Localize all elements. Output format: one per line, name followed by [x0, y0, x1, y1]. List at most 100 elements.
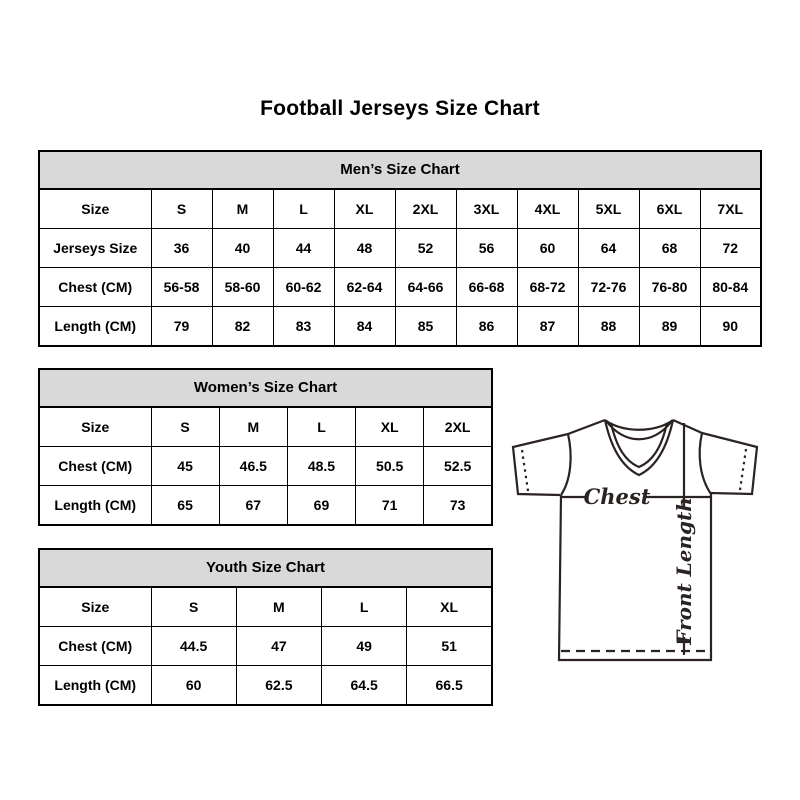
- value-cell: 40: [211, 228, 274, 268]
- row-label-cell: Chest (CM): [38, 267, 152, 307]
- mens-table-grid: Size S M L XL 2XL 3XL 4XL 5XL 6XL 7XL Jerseys Size 3…: [38, 188, 762, 347]
- value-cell: 52.5: [423, 446, 493, 486]
- jersey-left-shoulder-line: [567, 418, 606, 436]
- womens-table-grid: Size S M L XL 2XL Chest (CM) 45 46.5 48.5 50.5 52.5…: [38, 406, 493, 526]
- value-cell: 83: [272, 306, 335, 347]
- youth-table-title: Youth Size Chart: [38, 548, 493, 586]
- row-label-cell: Size: [38, 586, 152, 627]
- value-cell: 62-64: [333, 267, 396, 307]
- value-cell: 76-80: [638, 267, 701, 307]
- row-label-cell: Length (CM): [38, 485, 152, 526]
- row-label-cell: Size: [38, 406, 152, 447]
- jersey-right-armhole-seam: [698, 432, 712, 495]
- womens-table-title: Women’s Size Chart: [38, 368, 493, 406]
- value-cell: 56: [455, 228, 518, 268]
- value-cell: 52: [394, 228, 457, 268]
- value-cell: 84: [333, 306, 396, 347]
- value-cell: S: [150, 188, 213, 229]
- value-cell: 67: [218, 485, 288, 526]
- value-cell: 56-58: [150, 267, 213, 307]
- value-cell: 4XL: [516, 188, 579, 229]
- value-cell: 64: [577, 228, 640, 268]
- value-cell: 64.5: [320, 665, 408, 706]
- table-row: Chest (CM) 56-58 58-60 60-62 62-64 64-66 66-68…: [38, 267, 762, 307]
- value-cell: XL: [406, 586, 493, 627]
- value-cell: 68-72: [516, 267, 579, 307]
- value-cell: 60: [150, 665, 237, 706]
- table-row: Chest (CM) 45 46.5 48.5 50.5 52.5: [38, 446, 493, 486]
- value-cell: 71: [355, 485, 425, 526]
- table-row: Chest (CM) 44.5 47 49 51: [38, 626, 493, 666]
- value-cell: 6XL: [638, 188, 701, 229]
- value-cell: 89: [638, 306, 701, 347]
- value-cell: M: [235, 586, 323, 627]
- jersey-right-cuff-stitch: [738, 448, 748, 491]
- value-cell: XL: [333, 188, 396, 229]
- value-cell: L: [286, 406, 357, 447]
- value-cell: 60: [516, 228, 579, 268]
- mens-table-title: Men’s Size Chart: [38, 150, 762, 188]
- value-cell: 65: [150, 485, 220, 526]
- value-cell: 60-62: [272, 267, 335, 307]
- value-cell: 73: [423, 485, 493, 526]
- value-cell: 66-68: [455, 267, 518, 307]
- value-cell: 44.5: [150, 626, 237, 666]
- table-row: Length (CM) 65 67 69 71 73: [38, 485, 493, 526]
- value-cell: 58-60: [211, 267, 274, 307]
- value-cell: 86: [455, 306, 518, 347]
- value-cell: 85: [394, 306, 457, 347]
- value-cell: 47: [235, 626, 323, 666]
- value-cell: 5XL: [577, 188, 640, 229]
- value-cell: 2XL: [423, 406, 493, 447]
- value-cell: 87: [516, 306, 579, 347]
- value-cell: 2XL: [394, 188, 457, 229]
- row-label-cell: Chest (CM): [38, 626, 152, 666]
- table-row: Length (CM) 79 82 83 84 85 86 87 88 89 90: [38, 306, 762, 347]
- value-cell: 72-76: [577, 267, 640, 307]
- value-cell: 45: [150, 446, 220, 486]
- value-cell: M: [211, 188, 274, 229]
- value-cell: 46.5: [218, 446, 288, 486]
- value-cell: 69: [286, 485, 357, 526]
- jersey-collar-inner-v: [609, 422, 669, 469]
- jersey-right-sleeve-outline: [701, 431, 759, 496]
- table-row: Size S M L XL 2XL 3XL 4XL 5XL 6XL 7XL: [38, 188, 762, 229]
- table-row: Size S M L XL: [38, 586, 493, 627]
- womens-size-chart-table: Women’s Size Chart Size S M L XL 2XL Chest (CM…: [38, 368, 493, 526]
- value-cell: 44: [272, 228, 335, 268]
- youth-size-chart-table: Youth Size Chart Size S M L XL Chest (CM) 44.5…: [38, 548, 493, 706]
- value-cell: 48: [333, 228, 396, 268]
- value-cell: M: [218, 406, 288, 447]
- value-cell: 3XL: [455, 188, 518, 229]
- page-title: Football Jerseys Size Chart: [260, 97, 540, 120]
- jersey-left-armhole-seam: [560, 433, 572, 496]
- mens-size-chart-table: Men’s Size Chart Size S M L XL 2XL 3XL 4XL 5XL 6X…: [38, 150, 762, 347]
- value-cell: L: [272, 188, 335, 229]
- jersey-right-shoulder-line: [672, 418, 703, 435]
- value-cell: 79: [150, 306, 213, 347]
- value-cell: 64-66: [394, 267, 457, 307]
- value-cell: 68: [638, 228, 701, 268]
- chest-label: Chest: [584, 484, 651, 509]
- value-cell: 88: [577, 306, 640, 347]
- jersey-body-outline: [557, 494, 713, 662]
- value-cell: S: [150, 406, 220, 447]
- value-cell: 49: [320, 626, 408, 666]
- table-row: Jerseys Size 36 40 44 48 52 56 60 64 68 72: [38, 228, 762, 268]
- value-cell: 90: [699, 306, 762, 347]
- jersey-collar-outer-v: [603, 419, 675, 477]
- jersey-left-cuff-stitch: [520, 449, 530, 492]
- table-row: Size S M L XL 2XL: [38, 406, 493, 447]
- row-label-cell: Jerseys Size: [38, 228, 152, 268]
- value-cell: 82: [211, 306, 274, 347]
- value-cell: S: [150, 586, 237, 627]
- row-label-cell: Chest (CM): [38, 446, 152, 486]
- value-cell: 48.5: [286, 446, 357, 486]
- value-cell: 72: [699, 228, 762, 268]
- value-cell: 51: [406, 626, 493, 666]
- value-cell: XL: [355, 406, 425, 447]
- jersey-measurement-diagram: Chest Front Length: [511, 418, 759, 662]
- value-cell: 80-84: [699, 267, 762, 307]
- value-cell: 66.5: [406, 665, 493, 706]
